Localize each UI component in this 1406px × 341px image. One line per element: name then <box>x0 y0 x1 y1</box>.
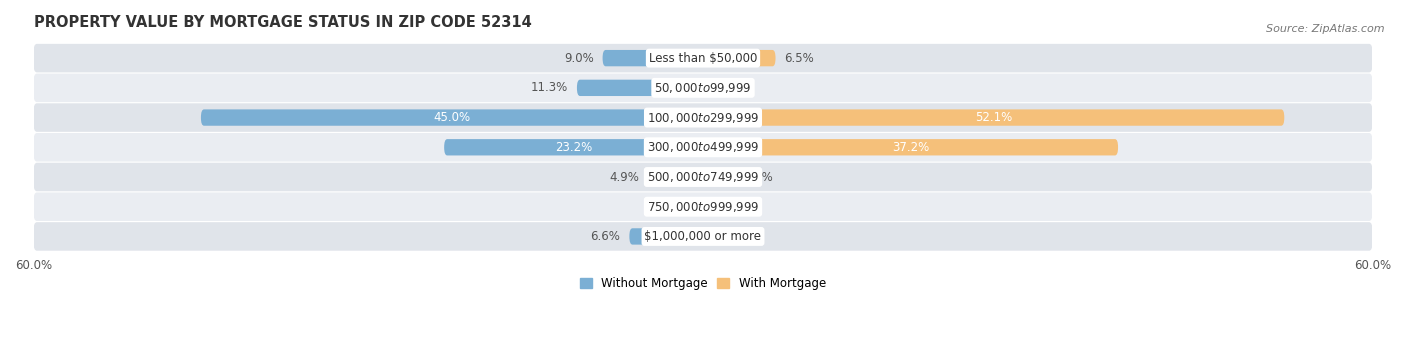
Text: 6.5%: 6.5% <box>785 51 814 65</box>
Text: $500,000 to $749,999: $500,000 to $749,999 <box>647 170 759 184</box>
Text: 52.1%: 52.1% <box>974 111 1012 124</box>
FancyBboxPatch shape <box>201 109 703 126</box>
Text: $300,000 to $499,999: $300,000 to $499,999 <box>647 140 759 154</box>
FancyBboxPatch shape <box>34 103 1372 132</box>
FancyBboxPatch shape <box>703 139 1118 155</box>
FancyBboxPatch shape <box>703 109 1284 126</box>
Text: $100,000 to $299,999: $100,000 to $299,999 <box>647 110 759 124</box>
Text: 11.3%: 11.3% <box>530 81 568 94</box>
FancyBboxPatch shape <box>703 228 721 244</box>
Text: 1.6%: 1.6% <box>730 230 759 243</box>
FancyBboxPatch shape <box>34 133 1372 162</box>
Legend: Without Mortgage, With Mortgage: Without Mortgage, With Mortgage <box>575 272 831 295</box>
Text: 45.0%: 45.0% <box>433 111 471 124</box>
Text: $50,000 to $99,999: $50,000 to $99,999 <box>654 81 752 95</box>
Text: 4.9%: 4.9% <box>610 170 640 183</box>
Text: 37.2%: 37.2% <box>891 141 929 154</box>
FancyBboxPatch shape <box>576 80 703 96</box>
Text: $750,000 to $999,999: $750,000 to $999,999 <box>647 200 759 214</box>
Text: PROPERTY VALUE BY MORTGAGE STATUS IN ZIP CODE 52314: PROPERTY VALUE BY MORTGAGE STATUS IN ZIP… <box>34 15 531 30</box>
Text: Less than $50,000: Less than $50,000 <box>648 51 758 65</box>
Text: Source: ZipAtlas.com: Source: ZipAtlas.com <box>1267 24 1385 34</box>
FancyBboxPatch shape <box>34 74 1372 102</box>
Text: 6.6%: 6.6% <box>591 230 620 243</box>
Text: 0.0%: 0.0% <box>711 81 741 94</box>
Text: 9.0%: 9.0% <box>564 51 593 65</box>
Text: 2.8%: 2.8% <box>744 170 773 183</box>
Text: $1,000,000 or more: $1,000,000 or more <box>644 230 762 243</box>
FancyBboxPatch shape <box>34 44 1372 72</box>
FancyBboxPatch shape <box>34 192 1372 221</box>
Text: 0.0%: 0.0% <box>665 200 695 213</box>
FancyBboxPatch shape <box>648 169 703 185</box>
FancyBboxPatch shape <box>603 50 703 66</box>
Text: 0.0%: 0.0% <box>711 200 741 213</box>
FancyBboxPatch shape <box>34 222 1372 251</box>
FancyBboxPatch shape <box>630 228 703 244</box>
FancyBboxPatch shape <box>703 50 776 66</box>
Text: 23.2%: 23.2% <box>555 141 592 154</box>
FancyBboxPatch shape <box>703 169 734 185</box>
FancyBboxPatch shape <box>444 139 703 155</box>
FancyBboxPatch shape <box>34 163 1372 191</box>
